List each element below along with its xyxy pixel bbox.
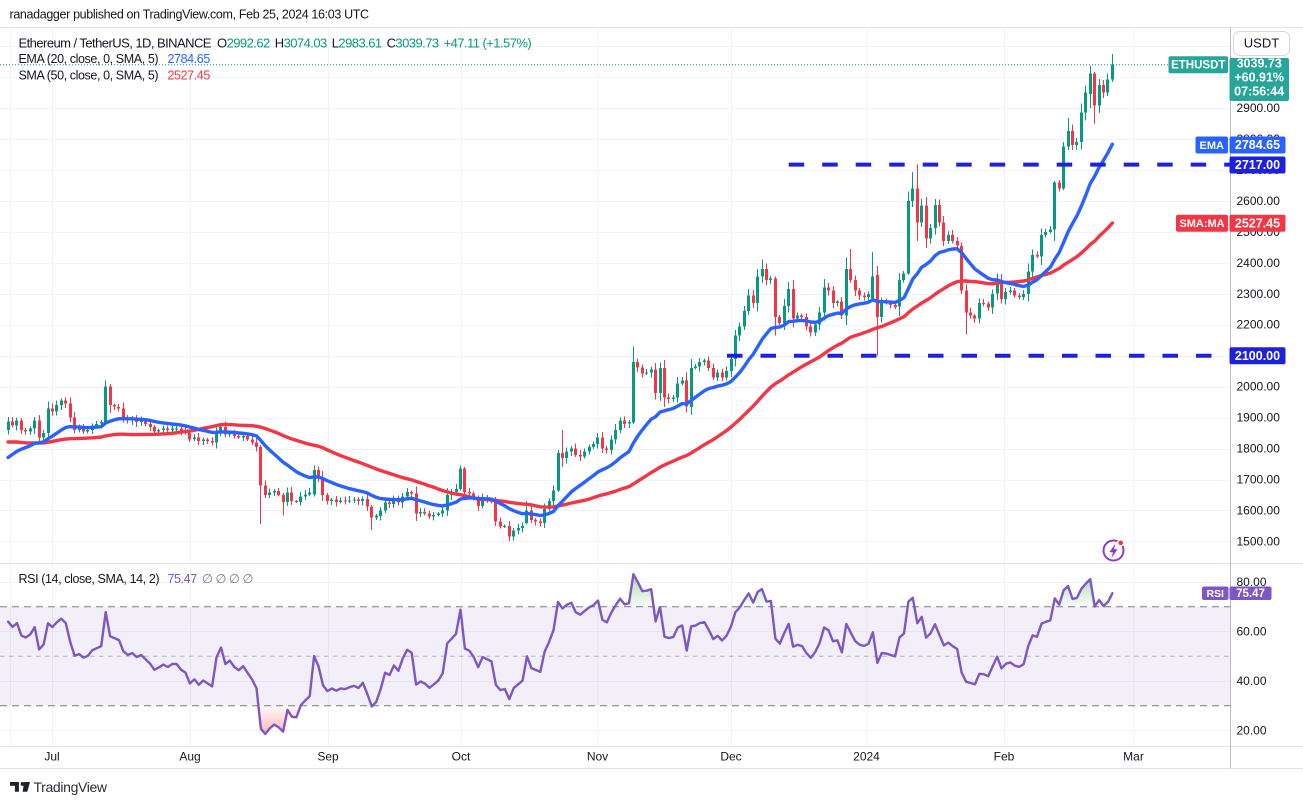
svg-text:Ethereum / TetherUS, 1D, BINAN: Ethereum / TetherUS, 1D, BINANCE O2992.62… [19,36,532,51]
svg-text:1800.00: 1800.00 [1237,442,1281,456]
svg-text:2717.00: 2717.00 [1235,158,1280,172]
svg-text:80.00: 80.00 [1237,575,1267,589]
svg-text:60.00: 60.00 [1237,624,1267,638]
svg-text:20.00: 20.00 [1237,723,1267,737]
svg-text:Nov: Nov [587,750,608,764]
svg-text:Feb: Feb [994,750,1015,764]
svg-text:TradingView: TradingView [34,779,108,795]
svg-text:3039.73: 3039.73 [1237,57,1282,71]
svg-text:USDT: USDT [1244,36,1279,51]
svg-text:RSI (14, close, SMA, 14, 2)75.: RSI (14, close, SMA, 14, 2) 75.47 ∅ ∅ ∅ ∅ [19,572,254,586]
svg-text:75.47: 75.47 [1236,588,1265,600]
svg-text:+60.91%: +60.91% [1234,71,1284,85]
svg-text:2024: 2024 [853,750,880,764]
svg-text:2600.00: 2600.00 [1237,194,1281,208]
svg-text:EMA: EMA [1200,140,1225,152]
svg-text:40.00: 40.00 [1237,674,1267,688]
svg-text:07:56:44: 07:56:44 [1234,85,1284,99]
svg-text:1500.00: 1500.00 [1237,534,1281,548]
svg-text:RSI: RSI [1206,588,1224,600]
svg-text:Dec: Dec [720,750,741,764]
svg-text:SMA (50, close, 0, SMA, 5)2527: SMA (50, close, 0, SMA, 5) 2527.45 [19,69,211,83]
svg-text:2527.45: 2527.45 [1235,217,1280,231]
svg-text:ETHUSDT: ETHUSDT [1171,60,1225,72]
svg-text:1600.00: 1600.00 [1237,503,1281,517]
svg-text:2300.00: 2300.00 [1237,287,1281,301]
svg-text:2400.00: 2400.00 [1237,256,1281,270]
svg-text:EMA (20, close, 0, SMA, 5)2784: EMA (20, close, 0, SMA, 5) 2784.65 [19,52,211,66]
svg-text:2900.00: 2900.00 [1237,101,1281,115]
svg-text:Aug: Aug [179,750,200,764]
svg-text:Oct: Oct [452,750,471,764]
svg-text:1900.00: 1900.00 [1237,411,1281,425]
svg-text:2200.00: 2200.00 [1237,318,1281,332]
svg-text:Sep: Sep [317,750,339,764]
svg-text:1700.00: 1700.00 [1237,473,1281,487]
svg-text:2000.00: 2000.00 [1237,380,1281,394]
svg-text:Jul: Jul [44,750,59,764]
svg-text:SMA:MA: SMA:MA [1179,218,1224,230]
svg-text:ranadagger published on Tradin: ranadagger published on TradingView.com,… [10,8,370,22]
svg-text:2784.65: 2784.65 [1235,138,1280,152]
svg-text:2100.00: 2100.00 [1235,349,1280,363]
svg-text:Mar: Mar [1123,750,1144,764]
